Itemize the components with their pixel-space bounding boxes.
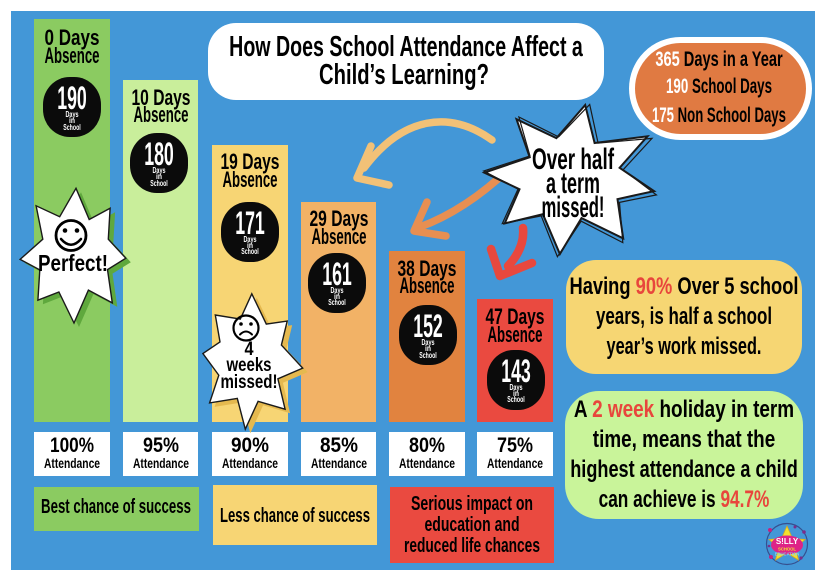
svg-text:SCHOOL: SCHOOL (778, 547, 796, 552)
svg-text:EDUCATION: EDUCATION (775, 552, 800, 557)
svg-text:S!LLY: S!LLY (776, 537, 799, 546)
